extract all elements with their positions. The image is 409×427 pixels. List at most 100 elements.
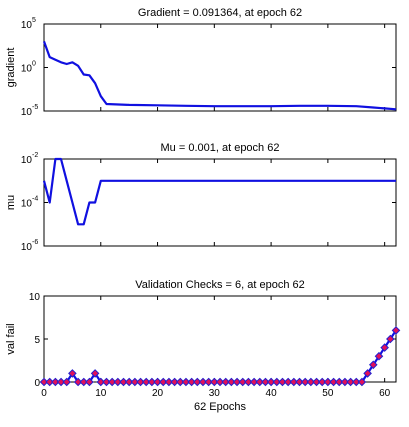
data-point [238, 377, 248, 387]
data-point [113, 377, 123, 387]
data-point [386, 334, 395, 344]
x-tick-label: 60 [379, 388, 391, 399]
data-point [261, 377, 270, 387]
y-tick-label: 10 [21, 155, 33, 166]
y-tick-exponent: -5 [32, 104, 38, 111]
data-point [45, 377, 54, 387]
plot-frame [43, 158, 397, 247]
y-tick-label: 10 [29, 292, 41, 303]
data-point [158, 377, 168, 387]
data-point [96, 377, 106, 387]
y-tick-label: 5 [34, 335, 40, 346]
data-point [68, 369, 77, 378]
data-point [357, 377, 367, 387]
data-point [306, 377, 316, 387]
chart-panel-3: Validation Checks = 6, at epoch 62 val fa… [5, 279, 401, 413]
data-point [119, 377, 128, 387]
data-point [289, 377, 299, 387]
data-point [295, 377, 304, 387]
plot-frame [43, 23, 397, 112]
data-point [153, 377, 162, 387]
data-point [198, 377, 208, 387]
y-tick-label: 10 [21, 107, 33, 118]
data-point [249, 377, 259, 387]
data-point [374, 351, 384, 361]
data-point [272, 377, 282, 387]
data-point [232, 377, 242, 387]
data-point [363, 369, 372, 378]
data-point [351, 377, 361, 387]
y-tick-label: 10 [21, 64, 33, 75]
plot-frame [43, 295, 397, 383]
data-point [317, 377, 327, 387]
y-tick-label: 0 [34, 378, 40, 389]
data-point [51, 377, 60, 387]
data-point [107, 377, 117, 387]
data-point [39, 377, 49, 387]
data-point [227, 377, 236, 387]
data-point [244, 377, 253, 387]
data-point [380, 343, 389, 352]
x-tick-label: 40 [266, 388, 278, 399]
y-tick-label: 10 [21, 199, 33, 210]
data-point [79, 377, 89, 387]
data-point [187, 377, 196, 387]
data-point [85, 377, 94, 387]
y-tick-exponent: 0 [32, 61, 36, 68]
chart-title: Gradient = 0.091364, at epoch 62 [138, 7, 302, 19]
data-point [283, 377, 293, 387]
data-point [164, 377, 174, 387]
chart-title: Mu = 0.001, at epoch 62 [161, 142, 280, 154]
y-tick-exponent: -4 [32, 196, 38, 203]
y-tick-exponent: 5 [32, 17, 36, 24]
data-point [136, 377, 145, 387]
data-point [141, 377, 151, 387]
data-point [124, 377, 134, 387]
data-point [368, 360, 378, 370]
x-tick-label: 20 [152, 388, 164, 399]
data-point [170, 377, 179, 387]
chart-title: Validation Checks = 6, at epoch 62 [135, 279, 305, 291]
data-point [346, 377, 355, 387]
y-tick-exponent: -2 [32, 152, 38, 159]
x-tick-label: 10 [95, 388, 107, 399]
series-line [42, 157, 396, 226]
data-point [90, 369, 100, 378]
data-point [266, 377, 276, 387]
y-axis-label: val fail [5, 323, 17, 354]
y-axis-label: gradient [5, 48, 17, 88]
data-point [340, 377, 350, 387]
data-point [56, 377, 66, 387]
x-tick-label: 30 [209, 388, 221, 399]
y-axis-label: mu [5, 195, 17, 210]
series-line [42, 41, 397, 111]
data-point [102, 377, 111, 387]
data-point [73, 377, 83, 387]
x-axis-label: 62 Epochs [194, 401, 246, 413]
data-point [391, 326, 401, 335]
x-tick-label: 0 [41, 388, 47, 399]
chart-panel-1: Gradient = 0.091364, at epoch 62 gradient… [5, 7, 397, 118]
data-point [221, 377, 230, 387]
data-point [147, 377, 157, 387]
data-point [334, 377, 344, 387]
y-tick-label: 10 [21, 20, 33, 31]
data-point [130, 377, 140, 387]
y-tick-label: 10 [21, 242, 33, 253]
data-point [215, 377, 225, 387]
y-tick-exponent: -6 [32, 239, 38, 246]
data-point [175, 377, 185, 387]
data-point [323, 377, 333, 387]
data-point [278, 377, 287, 387]
data-point [329, 377, 338, 387]
data-point [300, 377, 310, 387]
data-point [181, 377, 191, 387]
x-tick-label: 50 [322, 388, 334, 399]
data-point [192, 377, 202, 387]
data-point [312, 377, 321, 387]
data-point [255, 377, 265, 387]
data-point [62, 377, 72, 387]
data-point [210, 377, 219, 387]
